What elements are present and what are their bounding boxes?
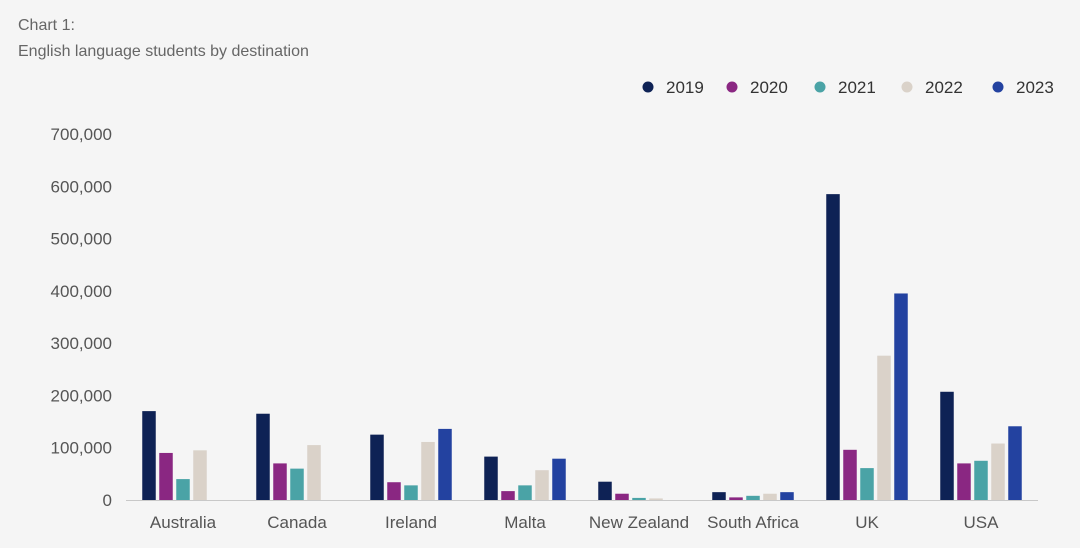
bar-2023-usa <box>1008 426 1022 500</box>
x-tick-label: South Africa <box>707 513 799 532</box>
bar-2022-usa <box>991 443 1005 500</box>
bar-2021-south-africa <box>746 495 760 500</box>
bar-2019-usa <box>940 391 954 500</box>
y-tick-label: 0 <box>103 491 112 510</box>
legend-marker-2023 <box>992 81 1004 93</box>
legend-label-2023: 2023 <box>1016 78 1054 97</box>
x-tick-label: Australia <box>150 513 217 532</box>
x-tick-label: Ireland <box>385 513 437 532</box>
y-tick-label: 300,000 <box>51 334 112 353</box>
x-tick-label: USA <box>964 513 1000 532</box>
bar-2021-malta <box>518 485 532 500</box>
chart-title: Chart 1: <box>18 17 75 34</box>
bar-2022-canada <box>307 445 321 500</box>
bars <box>142 194 1022 500</box>
y-tick-label: 500,000 <box>51 230 112 249</box>
bar-2022-new-zealand <box>649 498 663 500</box>
legend-marker-2020 <box>726 81 738 93</box>
bar-2019-new-zealand <box>598 481 612 500</box>
legend-label-2022: 2022 <box>925 78 963 97</box>
bar-2021-ireland <box>404 485 418 500</box>
legend-label-2020: 2020 <box>750 78 788 97</box>
y-tick-label: 100,000 <box>51 439 112 458</box>
x-tick-label: Malta <box>504 513 546 532</box>
bar-2021-uk <box>860 468 874 500</box>
bar-2020-australia <box>159 452 173 500</box>
chart-legend: 2019 2020 2021 2022 2023 <box>642 78 1054 97</box>
y-tick-label: 700,000 <box>51 125 112 144</box>
bar-2022-uk <box>877 355 891 500</box>
bar-2019-australia <box>142 411 156 500</box>
bar-2020-south-africa <box>729 497 743 500</box>
bar-2023-uk <box>894 293 908 500</box>
legend-marker-2021 <box>814 81 826 93</box>
chart-subtitle: English language students by destination <box>18 43 309 60</box>
bar-2020-usa <box>957 463 971 500</box>
bar-2022-malta <box>535 470 549 500</box>
bar-2022-south-africa <box>763 493 777 500</box>
bar-2019-canada <box>256 413 270 500</box>
bar-2022-australia <box>193 450 207 500</box>
bar-2022-ireland <box>421 441 435 500</box>
y-tick-label: 200,000 <box>51 386 112 405</box>
bar-2023-south-africa <box>780 492 794 500</box>
bar-2020-malta <box>501 491 515 500</box>
x-axis: Australia Canada Ireland Malta New Zealand So… <box>150 513 999 532</box>
bar-2021-australia <box>176 479 190 500</box>
bar-2019-south-africa <box>712 492 726 500</box>
x-tick-label: Canada <box>267 513 327 532</box>
bar-2021-usa <box>974 460 988 500</box>
y-axis: 0 100,000 200,000 300,000 400,000 500,000 600,… <box>51 125 1038 510</box>
bar-2020-ireland <box>387 482 401 500</box>
bar-2021-canada <box>290 468 304 500</box>
y-tick-label: 600,000 <box>51 177 112 196</box>
bar-2019-uk <box>826 194 840 500</box>
legend-label-2019: 2019 <box>666 78 704 97</box>
bar-2023-ireland <box>438 428 452 500</box>
bar-2021-new-zealand <box>632 497 646 500</box>
bar-2019-ireland <box>370 434 384 500</box>
legend-label-2021: 2021 <box>838 78 876 97</box>
bar-2020-canada <box>273 463 287 500</box>
x-tick-label: UK <box>855 513 879 532</box>
bar-2020-new-zealand <box>615 493 629 500</box>
bar-2020-uk <box>843 449 857 500</box>
bar-2019-malta <box>484 456 498 500</box>
y-tick-label: 400,000 <box>51 282 112 301</box>
legend-marker-2019 <box>642 81 654 93</box>
x-tick-label: New Zealand <box>589 513 689 532</box>
bar-2023-malta <box>552 458 566 500</box>
legend-marker-2022 <box>901 81 913 93</box>
